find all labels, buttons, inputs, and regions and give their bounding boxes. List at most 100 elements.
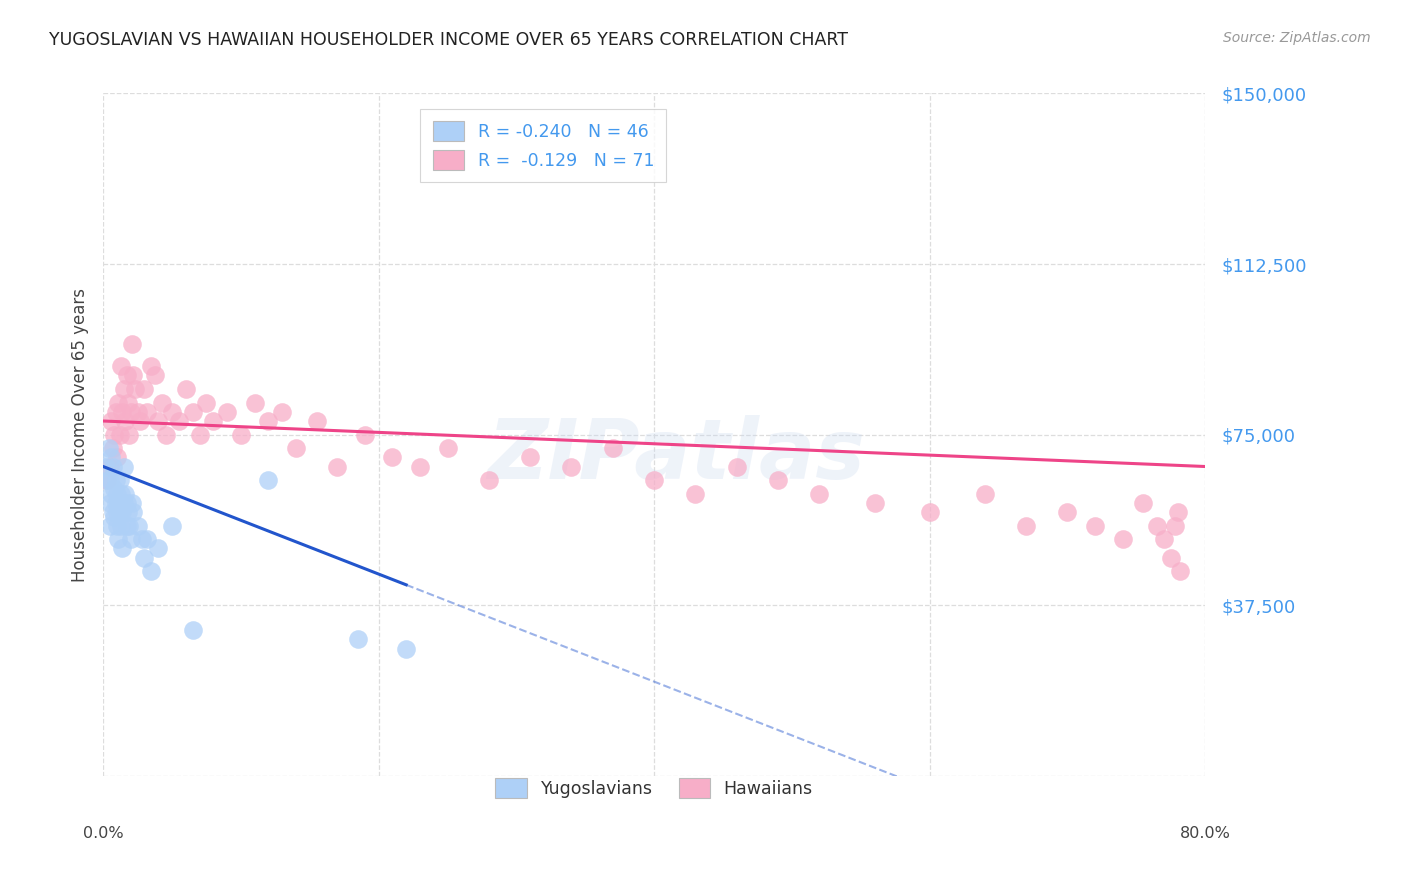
Point [98, 496, 121, 510]
Point [1056, 505, 1078, 519]
Point [98, 473, 121, 487]
Point [100, 487, 122, 501]
Point [104, 405, 127, 419]
Point [134, 550, 156, 565]
Point [195, 396, 218, 410]
Point [160, 518, 183, 533]
Point [148, 414, 170, 428]
Point [105, 487, 128, 501]
Point [111, 405, 134, 419]
Point [181, 405, 204, 419]
Point [129, 414, 152, 428]
Point [98, 459, 121, 474]
Point [257, 473, 280, 487]
Point [105, 450, 128, 465]
Point [111, 541, 134, 556]
Point [134, 382, 156, 396]
Point [101, 442, 124, 456]
Point [395, 641, 418, 656]
Point [115, 496, 138, 510]
Point [118, 427, 141, 442]
Point [174, 382, 197, 396]
Point [107, 396, 129, 410]
Point [808, 487, 831, 501]
Point [103, 509, 125, 524]
Point [107, 496, 129, 510]
Point [108, 473, 131, 487]
Point [229, 427, 252, 442]
Point [97, 442, 120, 456]
Point [643, 473, 665, 487]
Point [98, 518, 121, 533]
Point [271, 405, 294, 419]
Point [973, 487, 995, 501]
Point [436, 442, 458, 456]
Point [1167, 505, 1189, 519]
Point [145, 368, 167, 383]
Point [121, 496, 143, 510]
Point [167, 414, 190, 428]
Y-axis label: Householder Income Over 65 years: Householder Income Over 65 years [72, 287, 89, 582]
Point [602, 442, 624, 456]
Point [136, 405, 159, 419]
Point [115, 368, 138, 383]
Point [1153, 533, 1175, 547]
Point [1015, 518, 1038, 533]
Point [1146, 518, 1168, 533]
Point [202, 414, 225, 428]
Point [326, 459, 349, 474]
Point [1132, 496, 1154, 510]
Text: 80.0%: 80.0% [1180, 826, 1230, 841]
Point [136, 533, 159, 547]
Point [108, 505, 131, 519]
Point [111, 505, 134, 519]
Point [120, 405, 142, 419]
Point [110, 518, 132, 533]
Point [354, 427, 377, 442]
Point [110, 487, 132, 501]
Point [285, 442, 308, 456]
Point [115, 518, 138, 533]
Point [863, 496, 886, 510]
Point [117, 396, 139, 410]
Point [725, 459, 748, 474]
Point [381, 450, 404, 465]
Point [114, 414, 136, 428]
Point [148, 541, 170, 556]
Point [141, 564, 163, 578]
Point [127, 405, 149, 419]
Point [105, 518, 128, 533]
Point [114, 487, 136, 501]
Point [217, 405, 239, 419]
Point [103, 427, 125, 442]
Text: Source: ZipAtlas.com: Source: ZipAtlas.com [1223, 31, 1371, 45]
Legend: Yugoslavians, Hawaiians: Yugoslavians, Hawaiians [488, 771, 820, 805]
Point [347, 632, 370, 647]
Point [478, 473, 501, 487]
Point [181, 624, 204, 638]
Point [104, 473, 127, 487]
Point [118, 518, 141, 533]
Point [766, 473, 789, 487]
Point [155, 427, 177, 442]
Point [100, 450, 122, 465]
Point [685, 487, 707, 501]
Point [122, 505, 145, 519]
Text: ZIPatlas: ZIPatlas [488, 415, 865, 496]
Point [105, 505, 128, 519]
Point [519, 450, 541, 465]
Point [107, 533, 129, 547]
Point [124, 382, 146, 396]
Point [1170, 564, 1192, 578]
Point [112, 496, 135, 510]
Point [560, 459, 582, 474]
Point [1111, 533, 1133, 547]
Point [131, 533, 153, 547]
Point [305, 414, 328, 428]
Point [121, 336, 143, 351]
Point [112, 382, 135, 396]
Point [1160, 550, 1182, 565]
Point [96, 473, 118, 487]
Point [101, 505, 124, 519]
Point [160, 405, 183, 419]
